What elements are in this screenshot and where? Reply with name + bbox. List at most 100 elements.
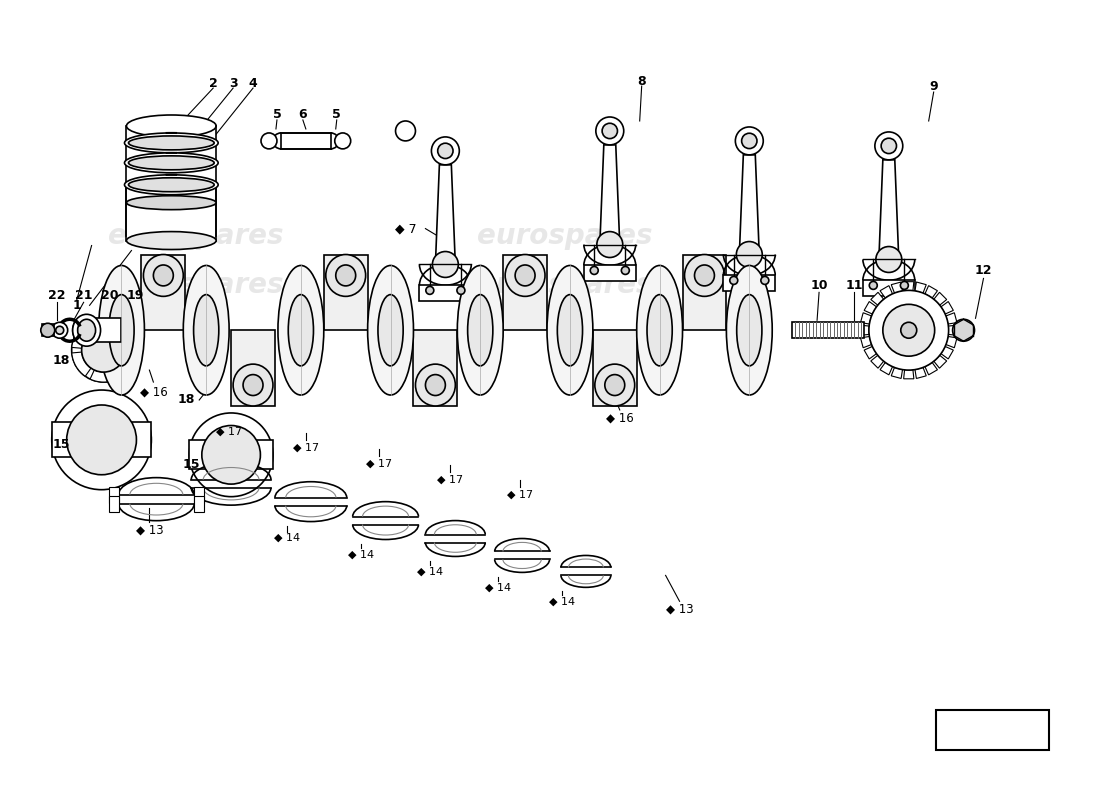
Circle shape [736, 127, 763, 155]
Wedge shape [72, 324, 91, 348]
Text: eurospares: eurospares [109, 222, 284, 250]
Polygon shape [860, 313, 871, 324]
Bar [280, 133, 331, 149]
Ellipse shape [129, 178, 214, 192]
Ellipse shape [458, 266, 503, 395]
Polygon shape [940, 302, 954, 314]
Ellipse shape [468, 294, 493, 366]
Bar [109, 496, 119, 512]
Circle shape [729, 277, 738, 285]
Polygon shape [915, 282, 926, 293]
Text: 3: 3 [229, 77, 238, 90]
Polygon shape [946, 337, 957, 348]
Polygon shape [903, 282, 914, 290]
Wedge shape [90, 318, 117, 330]
Polygon shape [880, 286, 892, 298]
Text: ◆ 16: ◆ 16 [606, 411, 634, 425]
Circle shape [591, 266, 598, 274]
Ellipse shape [426, 374, 446, 395]
Text: ◆ 17: ◆ 17 [507, 490, 534, 500]
Ellipse shape [726, 266, 772, 395]
Ellipse shape [124, 153, 218, 173]
Polygon shape [934, 292, 947, 305]
Bar [593, 330, 637, 406]
Polygon shape [946, 313, 957, 324]
Circle shape [67, 405, 136, 474]
Circle shape [334, 133, 351, 149]
Bar [142, 254, 185, 330]
FancyBboxPatch shape [936, 710, 1049, 750]
Circle shape [52, 390, 152, 490]
Polygon shape [871, 292, 883, 305]
Bar [584, 266, 636, 281]
Text: eurospares: eurospares [109, 271, 284, 299]
Polygon shape [925, 362, 937, 375]
Ellipse shape [129, 156, 214, 170]
Polygon shape [903, 370, 914, 379]
Text: ◆ 17: ◆ 17 [293, 443, 319, 453]
Wedge shape [117, 324, 135, 348]
Bar [792, 322, 864, 338]
Circle shape [56, 326, 64, 334]
Ellipse shape [99, 266, 144, 395]
Polygon shape [940, 346, 954, 359]
Bar [419, 285, 471, 301]
Text: 20: 20 [101, 289, 119, 302]
Ellipse shape [143, 254, 184, 296]
Polygon shape [739, 155, 759, 254]
Circle shape [883, 304, 935, 356]
Polygon shape [915, 367, 926, 378]
Text: 2: 2 [209, 77, 218, 90]
Ellipse shape [637, 266, 682, 395]
Text: 11: 11 [845, 279, 862, 292]
Text: ◆ 17: ◆ 17 [438, 474, 463, 485]
Polygon shape [880, 362, 892, 375]
Circle shape [189, 413, 273, 497]
Ellipse shape [126, 231, 217, 250]
Ellipse shape [378, 294, 404, 366]
Polygon shape [925, 286, 937, 298]
Ellipse shape [595, 364, 635, 406]
Text: eurospares: eurospares [477, 271, 652, 299]
Ellipse shape [505, 254, 544, 296]
Bar [42, 324, 54, 336]
Text: 9: 9 [930, 79, 938, 93]
Ellipse shape [278, 266, 323, 395]
Text: ◆ 17: ◆ 17 [216, 427, 242, 437]
Text: 1: 1 [73, 299, 81, 312]
Circle shape [901, 282, 909, 290]
Text: 19: 19 [126, 289, 144, 302]
Text: ◆ 14: ◆ 14 [274, 533, 300, 542]
Ellipse shape [547, 266, 593, 395]
Circle shape [52, 322, 68, 338]
Circle shape [876, 246, 902, 273]
Text: 5: 5 [332, 109, 341, 122]
Bar [862, 280, 915, 296]
Bar [126, 186, 217, 241]
Text: ◆ = 23: ◆ = 23 [965, 722, 1021, 738]
Polygon shape [860, 325, 869, 335]
Ellipse shape [416, 364, 455, 406]
Text: 15: 15 [53, 438, 70, 451]
Ellipse shape [694, 265, 714, 286]
Bar [81, 318, 121, 342]
Polygon shape [879, 160, 899, 259]
Circle shape [81, 328, 125, 372]
Text: ◆ 7: ◆ 7 [395, 222, 416, 235]
Ellipse shape [233, 364, 273, 406]
Text: ◆ 14: ◆ 14 [549, 596, 575, 606]
Ellipse shape [184, 266, 229, 395]
Text: 5: 5 [273, 109, 282, 122]
Text: ◆ 14: ◆ 14 [417, 566, 443, 577]
Bar [323, 254, 367, 330]
Circle shape [869, 282, 878, 290]
Ellipse shape [647, 294, 672, 366]
Text: ◆ 16: ◆ 16 [140, 386, 167, 398]
Text: eurospares: eurospares [477, 222, 652, 250]
Ellipse shape [78, 319, 96, 342]
Circle shape [41, 323, 55, 338]
Ellipse shape [126, 196, 217, 210]
Circle shape [736, 242, 762, 267]
Ellipse shape [558, 294, 583, 366]
Ellipse shape [288, 294, 313, 366]
